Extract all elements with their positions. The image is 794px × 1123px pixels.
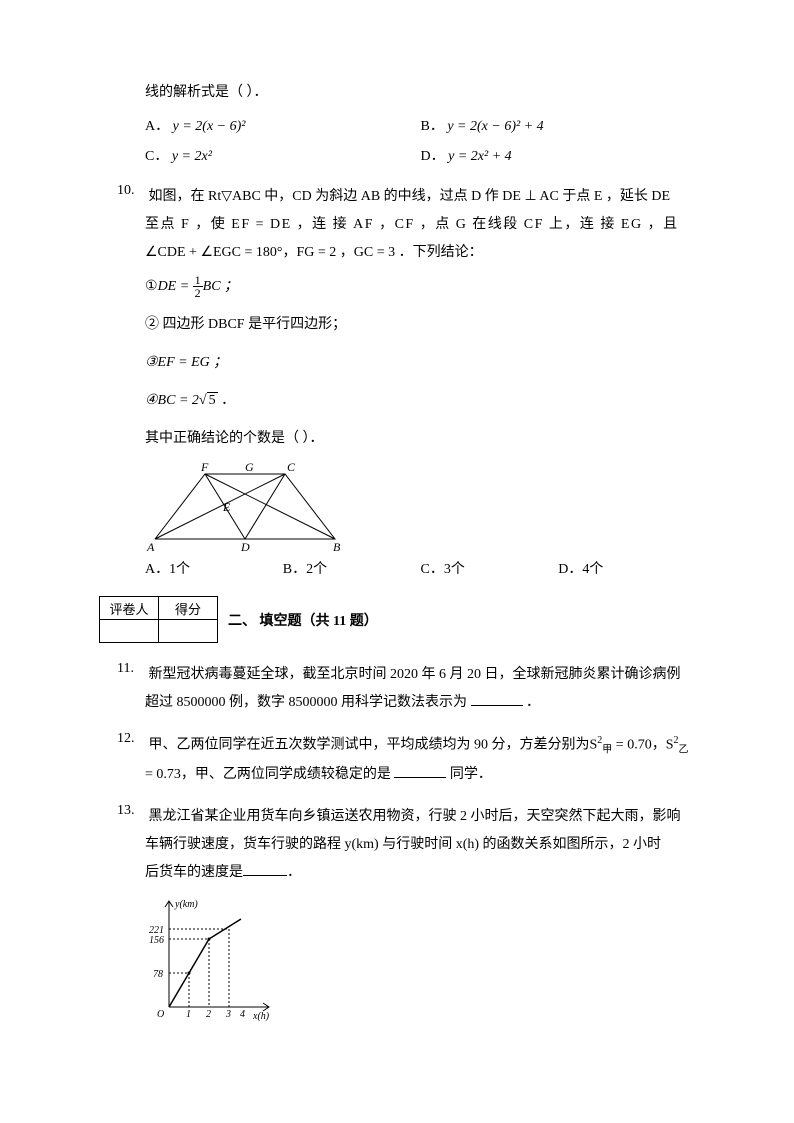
q13: 13. 黑龙江省某企业用货车向乡镇运送农用物资，行驶 2 小时后，天空突然下起大…: [117, 803, 696, 1023]
q13-text3: 后货车的速度是: [145, 865, 243, 880]
label-C: C: [287, 460, 296, 474]
q9-optD-label: D．: [421, 149, 445, 164]
q11-text2: 超过 8500000 例，数字 8500000 用科学记数法表示为: [145, 695, 471, 710]
q10-options: A．1个 B．2个 C．3个 D．4个: [145, 558, 696, 578]
xlabel: x(h): [252, 1011, 270, 1022]
score-hdr: 得分: [159, 597, 218, 620]
ytick-78: 78: [153, 969, 163, 980]
q9-options-row2: C． y = 2x² D． y = 2x² + 4: [145, 145, 696, 165]
q10-s1-pre: ①: [145, 279, 158, 294]
q9-optD-math: y = 2x² + 4: [448, 149, 512, 164]
q13-text4: ．: [287, 865, 301, 880]
xtick-1: 1: [186, 1009, 191, 1020]
q10-s1-rhs: BC ；: [203, 279, 238, 294]
page: 线的解析式是（ ）． A． y = 2(x − 6)² B． y = 2(x −…: [0, 0, 794, 1077]
q9-optD: D． y = 2x² + 4: [421, 145, 697, 165]
q10-conclusion: 其中正确结论的个数是（ ）．: [145, 425, 696, 453]
q9-optC: C． y = 2x²: [145, 145, 421, 165]
q9-optC-label: C．: [145, 149, 168, 164]
q12-blank: [394, 763, 446, 778]
scorer-cell: [100, 620, 159, 643]
q9-optA-math: y = 2(x − 6)²: [173, 119, 246, 134]
q12-text2: = 0.73，甲、乙两位同学成绩较稳定的是: [145, 767, 394, 782]
q9-optC-math: y = 2x²: [172, 149, 212, 164]
label-A: A: [146, 540, 155, 554]
q10-optB: B．2个: [283, 558, 421, 578]
q10-stmt2: ② 四边形 DBCF 是平行四边形；: [145, 311, 696, 339]
q10-num: 10.: [117, 183, 145, 199]
q11-line2: 超过 8500000 例，数字 8500000 用科学记数法表示为 ．: [145, 689, 696, 717]
q11-blank: [471, 691, 523, 706]
q9-optA-label: A．: [145, 119, 169, 134]
q10-body: 如图，在 Rt▽ABC 中，CD 为斜边 AB 的中线，过点 D 作 DE ⊥ …: [149, 183, 689, 211]
q12-text1: 甲、乙两位同学在近五次数学测试中，平均成绩均为 90 分，方差分别为S: [149, 738, 598, 753]
q9-optB: B． y = 2(x − 6)² + 4: [421, 115, 697, 135]
q13-line3: 后货车的速度是 ．: [145, 859, 696, 887]
q10-figure-wrap: F G C E A D B: [145, 459, 696, 554]
q10-optC: C．3个: [421, 558, 559, 578]
label-E: E: [222, 500, 231, 514]
q12-eq1: = 0.70，S: [612, 738, 673, 753]
q9-optA: A． y = 2(x − 6)²: [145, 115, 421, 135]
q10-stmt1: ①DE = 12BC ；: [145, 273, 696, 301]
q10: 10. 如图，在 Rt▽ABC 中，CD 为斜边 AB 的中线，过点 D 作 D…: [117, 183, 696, 578]
label-F: F: [200, 460, 209, 474]
q11: 11. 新型冠状病毒蔓延全球，截至北京时间 2020 年 6 月 20 日，全球…: [117, 661, 696, 717]
label-D: D: [240, 540, 250, 554]
q10-s4-pre: ④BC = 2: [145, 393, 199, 408]
xtick-2: 2: [206, 1009, 211, 1020]
ytick-156: 156: [149, 935, 164, 946]
q12-line2: = 0.73，甲、乙两位同学成绩较稳定的是 同学．: [145, 761, 696, 789]
q9-optB-math: y = 2(x − 6)² + 4: [447, 119, 543, 134]
q13-blank: [243, 861, 287, 876]
scorer-hdr: 评卷人: [100, 597, 159, 620]
q10-optA: A．1个: [145, 558, 283, 578]
q11-num: 11.: [117, 661, 145, 677]
q11-text3: ．: [523, 695, 541, 710]
xtick-3: 3: [225, 1009, 231, 1020]
q12-sub1: 甲: [602, 745, 612, 756]
q10-line1: 如图，在 Rt▽ABC 中，CD 为斜边 AB 的中线，过点 D 作 DE ⊥ …: [149, 189, 671, 204]
q10-figure: F G C E A D B: [145, 459, 340, 554]
q10-s4-post: ．: [218, 393, 236, 408]
q12: 12. 甲、乙两位同学在近五次数学测试中，平均成绩均为 90 分，方差分别为S2…: [117, 731, 696, 788]
q9-options-row1: A． y = 2(x − 6)² B． y = 2(x − 6)² + 4: [145, 115, 696, 135]
q12-body: 甲、乙两位同学在近五次数学测试中，平均成绩均为 90 分，方差分别为S2甲 = …: [149, 731, 689, 760]
score-cell: [159, 620, 218, 643]
q10-optD: D．4个: [558, 558, 696, 578]
section2-title: 二、 填空题（共 11 题）: [228, 610, 378, 630]
q13-line2: 车辆行驶速度，货车行驶的路程 y(km) 与行驶时间 x(h) 的函数关系如图所…: [145, 831, 696, 859]
q12-text3: 同学．: [446, 767, 492, 782]
q9-fragment: 线的解析式是（ ）．: [145, 80, 696, 105]
q13-num: 13.: [117, 803, 145, 819]
sqrt-icon: 5: [199, 387, 218, 415]
q9-optB-label: B．: [421, 119, 444, 134]
frac-den: 2: [193, 287, 203, 299]
section2-header: 评卷人 得分 二、 填空题（共 11 题）: [99, 596, 696, 643]
label-B: B: [333, 540, 340, 554]
q13-figure-wrap: y(km) x(h) 221 156 78 O 1 2 3 4: [145, 895, 696, 1023]
q11-text1: 新型冠状病毒蔓延全球，截至北京时间 2020 年 6 月 20 日，全球新冠肺炎…: [149, 667, 681, 682]
q10-s4-rad: 5: [207, 392, 218, 408]
q10-stmt3: ③EF = EG ；: [145, 349, 696, 377]
q12-sub2: 乙: [678, 745, 688, 756]
q11-body: 新型冠状病毒蔓延全球，截至北京时间 2020 年 6 月 20 日，全球新冠肺炎…: [149, 661, 689, 689]
q10-line3: ∠CDE + ∠EGC = 180°，FG = 2 ，GC = 3 ．下列结论：: [145, 239, 696, 267]
q13-figure: y(km) x(h) 221 156 78 O 1 2 3 4: [145, 895, 273, 1023]
q10-stmt4: ④BC = 2 5 ．: [145, 387, 696, 415]
q10-s1-lhs: DE =: [158, 279, 193, 294]
q13-body: 黑龙江省某企业用货车向乡镇运送农用物资，行驶 2 小时后，天空突然下起大雨，影响: [149, 803, 689, 831]
score-table: 评卷人 得分: [99, 596, 218, 643]
label-G: G: [245, 460, 254, 474]
q10-s1-frac: 12: [193, 274, 203, 299]
q12-num: 12.: [117, 731, 145, 747]
origin: O: [157, 1009, 164, 1020]
q13-text1: 黑龙江省某企业用货车向乡镇运送农用物资，行驶 2 小时后，天空突然下起大雨，影响: [149, 809, 681, 824]
q10-line2: 至点 F ，使 EF = DE ，连 接 AF ，CF ，点 G 在线段 CF …: [145, 211, 696, 239]
ylabel: y(km): [174, 899, 198, 910]
xtick-4: 4: [240, 1009, 245, 1020]
